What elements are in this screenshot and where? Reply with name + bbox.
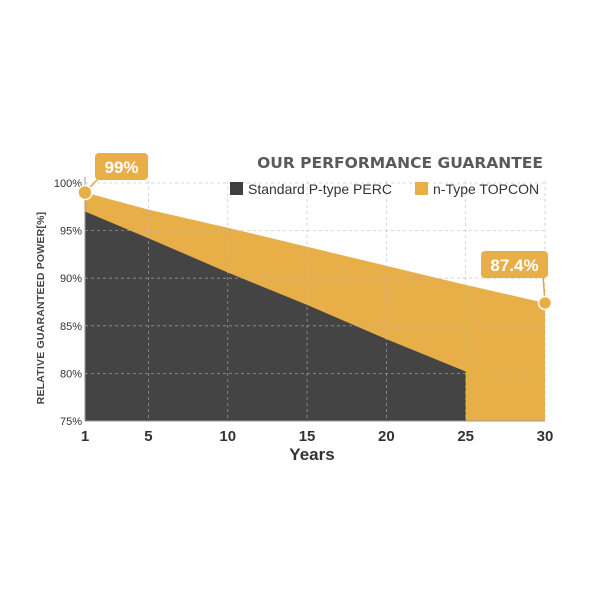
legend-swatch-topcon (415, 182, 428, 195)
y-tick-label: 75% (60, 416, 82, 428)
callout-label-end: 87.4% (490, 256, 538, 275)
x-tick-label: 5 (144, 428, 152, 445)
marker-start (77, 184, 93, 201)
legend-label-perc: Standard P-type PERC (248, 181, 392, 197)
y-tick-label: 90% (60, 273, 82, 285)
x-axis-label: Years (289, 445, 334, 464)
legend-label-topcon: n-Type TOPCON (433, 181, 539, 197)
marker-end (537, 295, 553, 311)
x-tick-label: 25 (457, 428, 474, 445)
y-axis-label: RELATIVE GUARANTEED POWER[%] (35, 212, 47, 405)
x-tick-label: 30 (537, 428, 554, 445)
y-tick-label: 95% (60, 226, 82, 238)
area-perc (85, 211, 466, 421)
area-layer (85, 192, 545, 421)
x-tick-labels: 1 5 10 15 20 25 30 (81, 428, 554, 445)
x-tick-label: 20 (378, 428, 395, 445)
legend: Standard P-type PERC n-Type TOPCON (230, 181, 539, 197)
y-tick-labels: 75% 80% 85% 90% 95% 100% (54, 178, 82, 428)
legend-swatch-perc (230, 182, 243, 195)
y-tick-label: 85% (60, 321, 82, 333)
x-tick-label: 15 (299, 428, 316, 445)
x-tick-label: 1 (81, 428, 89, 445)
x-tick-label: 10 (219, 428, 236, 445)
y-tick-label: 100% (54, 178, 82, 190)
callout-box-end (481, 251, 548, 278)
callout-box-start (95, 153, 148, 180)
axes (84, 177, 545, 422)
chart-title: OUR PERFORMANCE GUARANTEE (257, 154, 543, 172)
callout-label-start: 99% (104, 158, 138, 177)
callouts: 99% 87.4% (77, 153, 553, 311)
y-tick-label: 80% (60, 368, 82, 380)
